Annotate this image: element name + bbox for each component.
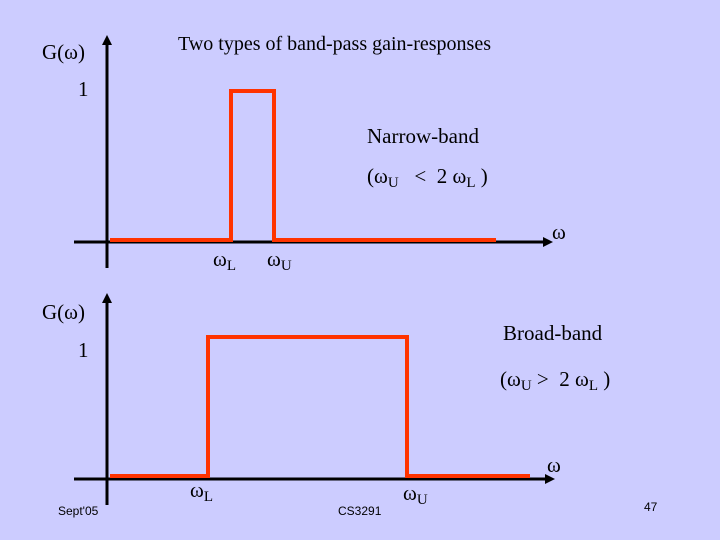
- narrow-band-response: [110, 89, 496, 242]
- bottom-unity-label: 1: [78, 338, 89, 362]
- top-omega-axis-label: ω: [552, 220, 566, 244]
- bottom-gain-label: G(ω): [42, 300, 85, 324]
- broad-band-condition: (ωU > 2 ωL ): [500, 367, 611, 394]
- narrow-band-condition: (ωU < 2 ωL ): [367, 164, 488, 191]
- footer-date: Sept'05: [58, 504, 99, 518]
- bottom-omega-axis-label: ω: [547, 453, 561, 477]
- broad-band-label: Broad-band: [503, 321, 603, 345]
- broad-band-response: [110, 335, 530, 478]
- top-gain-label: G(ω): [42, 40, 85, 64]
- top-unity-label: 1: [78, 77, 89, 101]
- bottom-omega-L-label: ωL: [190, 478, 213, 505]
- bottom-omega-U-label: ωU: [403, 481, 428, 508]
- slide-title: Two types of band-pass gain-responses: [178, 33, 491, 55]
- page-number: 47: [644, 500, 658, 514]
- top-omega-L-label: ωL: [213, 247, 236, 274]
- top-omega-U-label: ωU: [267, 247, 292, 274]
- footer-course: CS3291: [338, 504, 382, 518]
- narrow-band-label: Narrow-band: [367, 124, 479, 148]
